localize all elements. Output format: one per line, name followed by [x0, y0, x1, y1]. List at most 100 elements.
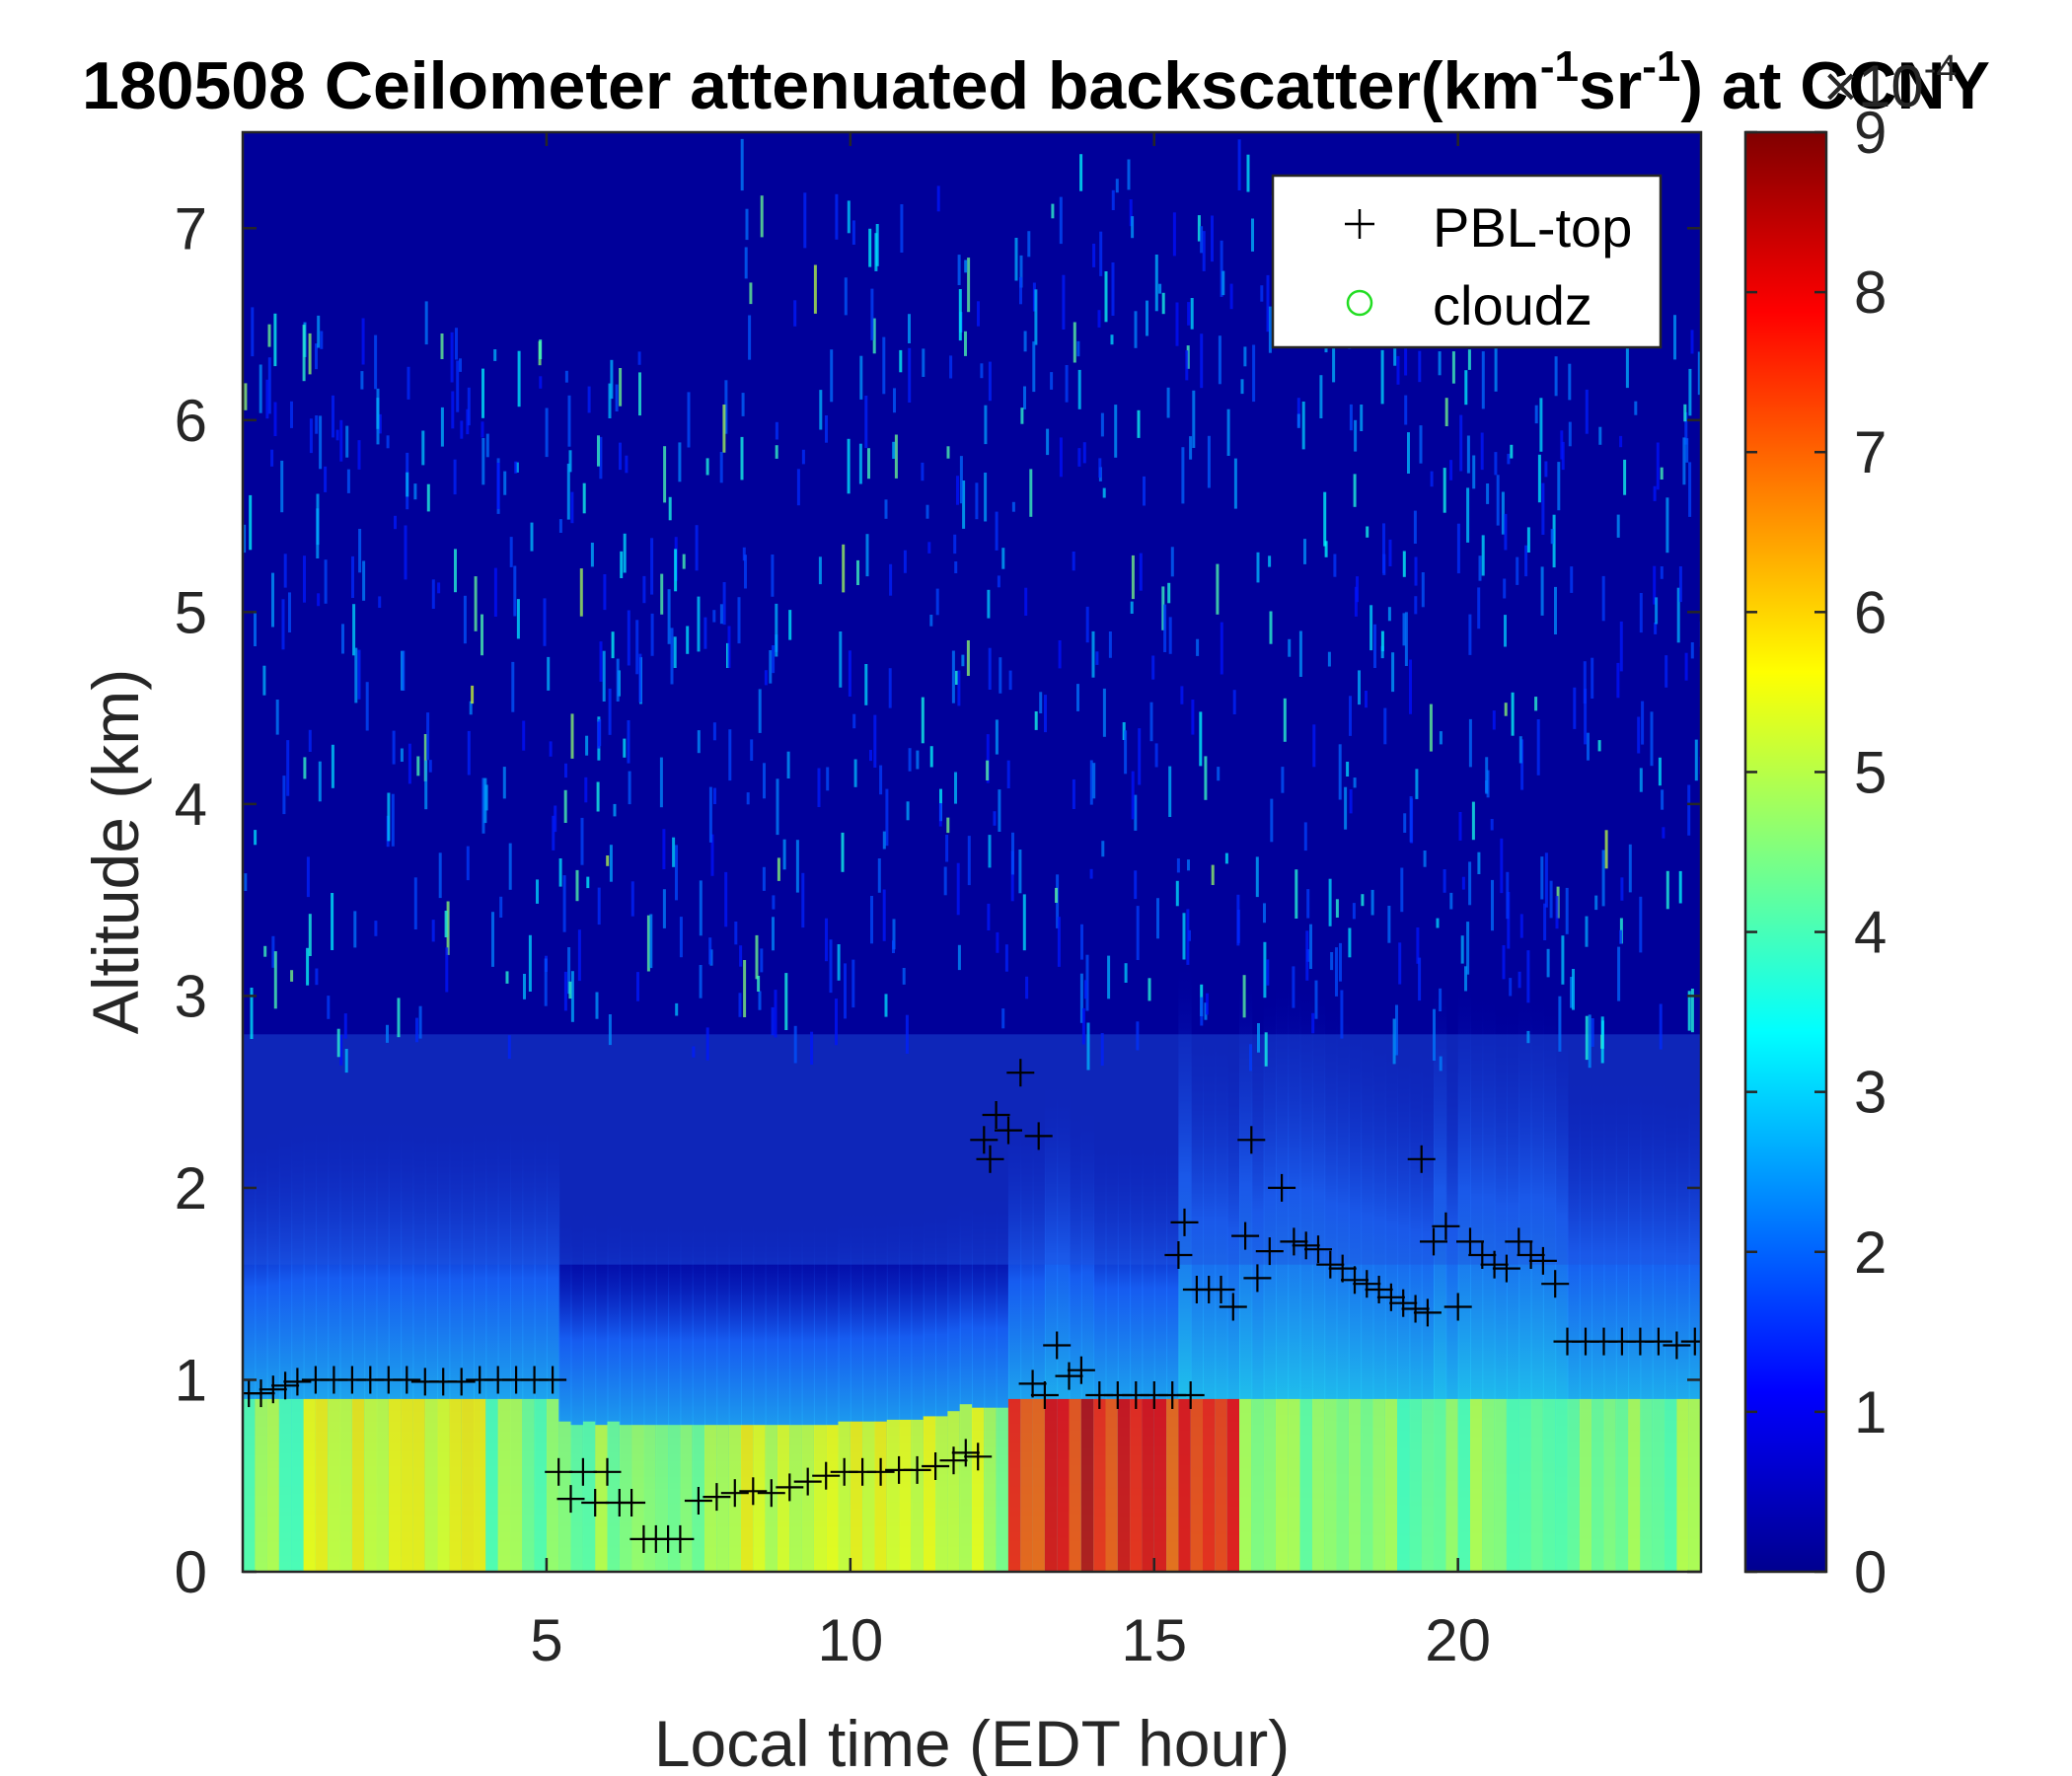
heatmap-speckle [1251, 218, 1254, 252]
heatmap-speckle [1102, 688, 1106, 737]
pbl-top-point [757, 1479, 785, 1508]
heatmap-speckle [1478, 555, 1482, 581]
colorbar-tick-label: 9 [1854, 100, 1887, 166]
heatmap-speckle [547, 656, 551, 691]
heatmap-speckle [1572, 969, 1575, 1010]
heatmap-speckle [481, 614, 483, 656]
heatmap-speckle [1139, 553, 1143, 591]
heatmap-speckle [772, 917, 775, 951]
heatmap-cell [1688, 1398, 1701, 1572]
heatmap-speckle [1018, 850, 1022, 894]
heatmap-cell [1494, 1398, 1508, 1572]
y-axis-label: Altitude (km) [79, 669, 152, 1034]
heatmap-speckle [259, 364, 262, 413]
heatmap-speckle [603, 574, 607, 611]
heatmap-speckle [1472, 455, 1476, 489]
title-prefix: 180508 Ceilometer attenuated backscatter… [82, 48, 1540, 123]
y-tick-label: 2 [175, 1155, 207, 1221]
pbl-top-point [1237, 1126, 1266, 1154]
heatmap-speckle [1332, 338, 1336, 383]
heatmap-speckle [1510, 444, 1514, 459]
heatmap-speckle [1252, 344, 1256, 403]
heatmap-speckle [1217, 767, 1221, 781]
heatmap-speckle [1354, 419, 1358, 452]
pbl-top-point [739, 1477, 768, 1506]
heatmap-speckle [964, 331, 967, 356]
heatmap-speckle [1134, 870, 1138, 900]
heatmap-speckle [481, 777, 485, 834]
heatmap-speckle [273, 402, 277, 436]
heatmap-speckle [708, 786, 712, 843]
heatmap-speckle [271, 935, 275, 968]
pbl-top-point [982, 1101, 1010, 1129]
heatmap-speckle [1477, 851, 1481, 874]
heatmap-speckle [543, 598, 547, 646]
heatmap-speckle [1205, 993, 1209, 1015]
heatmap-speckle [378, 413, 382, 434]
pbl-top-point [964, 1443, 993, 1471]
heatmap-speckle [1097, 310, 1101, 328]
heatmap-speckle [1089, 760, 1093, 805]
y-tick-label: 0 [175, 1539, 207, 1605]
heatmap-speckle [1429, 703, 1433, 752]
heatmap-speckle [1010, 851, 1014, 902]
heatmap-speckle [793, 300, 797, 327]
heatmap-speckle [515, 462, 519, 473]
heatmap-cell [935, 1416, 949, 1572]
heatmap-speckle [530, 522, 534, 552]
heatmap-speckle [710, 834, 714, 876]
y-tick-label: 6 [175, 388, 207, 454]
pbl-top-point [1407, 1145, 1436, 1173]
pbl-top-point [1164, 1241, 1193, 1269]
heatmap-speckle [1124, 730, 1128, 775]
heatmap-speckle [335, 429, 339, 441]
heatmap-speckle [987, 589, 991, 619]
heatmap-speckle [1507, 453, 1511, 465]
heatmap-speckle [740, 436, 744, 481]
heatmap-speckle [1504, 615, 1507, 647]
heatmap-speckle [1565, 887, 1569, 934]
heatmap-cell [838, 1421, 851, 1572]
pbl-top-point [1170, 1208, 1199, 1236]
heatmap-speckle [1051, 203, 1055, 219]
heatmap-speckle [900, 204, 904, 253]
heatmap-speckle [318, 761, 322, 802]
pbl-top-point [1043, 1331, 1072, 1360]
heatmap-speckle [387, 792, 391, 842]
heatmap-speckle [570, 491, 574, 524]
heatmap-speckle [466, 846, 470, 881]
heatmap-speckle [771, 1006, 775, 1036]
heatmap-speckle [686, 626, 690, 654]
pbl-top-point [581, 1489, 610, 1517]
pbl-top-point [1055, 1362, 1083, 1390]
heatmap-speckle [1167, 582, 1171, 604]
heatmap-speckle [988, 647, 992, 690]
heatmap-speckle [1404, 323, 1408, 376]
heatmap-speckle [810, 1031, 814, 1065]
heatmap-speckle [803, 192, 807, 249]
heatmap-speckle [870, 288, 874, 340]
heatmap-speckle [308, 333, 312, 375]
heatmap-cell [911, 1419, 925, 1572]
heatmap-speckle [346, 469, 350, 493]
pbl-top-point [720, 1479, 749, 1508]
heatmap-cell [1555, 1398, 1569, 1572]
pbl-top-point [1492, 1254, 1520, 1283]
heatmap-speckle [719, 452, 723, 483]
heatmap-speckle [267, 357, 271, 414]
heatmap-cell [1105, 1398, 1119, 1572]
colorbar-tick-label: 3 [1854, 1060, 1887, 1126]
heatmap-speckle [1387, 906, 1391, 943]
heatmap-speckle [1501, 491, 1505, 535]
heatmap-speckle [1653, 565, 1657, 605]
heatmap-cell [1348, 1398, 1363, 1572]
heatmap-cell [801, 1425, 815, 1572]
heatmap-speckle [345, 425, 349, 458]
heatmap-speckle [1134, 311, 1138, 348]
heatmap-speckle [1264, 1032, 1268, 1067]
heatmap-speckle [431, 579, 435, 609]
heatmap-speckle [1451, 351, 1455, 384]
heatmap-speckle [263, 945, 267, 957]
heatmap-speckle [1186, 909, 1190, 965]
